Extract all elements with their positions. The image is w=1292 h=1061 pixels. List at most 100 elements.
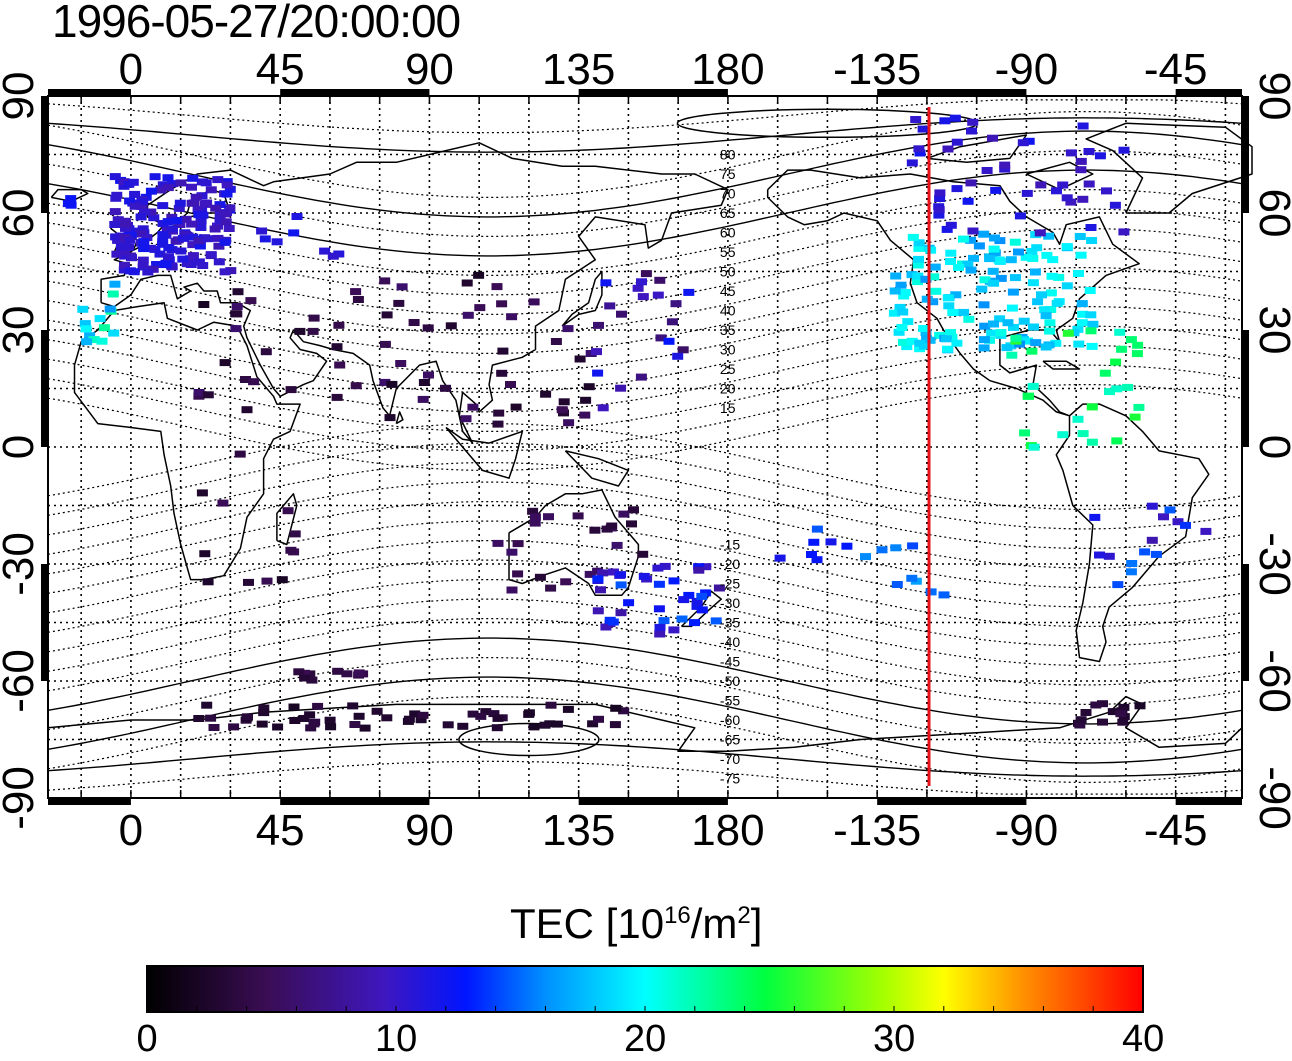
tec-cell [1045, 289, 1057, 297]
tec-cell [157, 238, 169, 245]
tec-cell [119, 261, 130, 269]
lon-label-top: 180 [691, 45, 764, 94]
tec-cell [825, 538, 837, 546]
tec-cell [1085, 224, 1097, 231]
tec-cell [1118, 146, 1130, 154]
tec-cell [193, 715, 205, 722]
tec-cell [157, 202, 169, 210]
lon-label-bottom: 0 [119, 806, 143, 855]
tec-cell [1044, 327, 1056, 335]
tec-cell [1180, 521, 1191, 529]
tec-cell [224, 204, 236, 212]
tec-cell [193, 389, 205, 396]
tec-cell [906, 574, 918, 582]
tec-cell [137, 225, 149, 233]
tec-cell [505, 381, 516, 388]
tec-cell [1125, 568, 1137, 576]
tec-cell [422, 324, 434, 332]
tec-cell [65, 195, 77, 203]
tec-cell [213, 258, 225, 266]
tec-cell [220, 218, 232, 226]
tec-cell [381, 714, 393, 722]
contour-line [47, 760, 1243, 795]
tec-cell [1057, 181, 1069, 189]
tec-cell [917, 125, 929, 133]
tec-cell [149, 173, 161, 181]
contour-label: 30 [720, 342, 736, 358]
tec-cell [677, 346, 689, 354]
tec-cell [988, 279, 1000, 287]
tec-cell [967, 118, 979, 126]
tec-cell [693, 566, 705, 574]
tec-cell [654, 276, 666, 284]
tec-cell [995, 329, 1007, 337]
tec-cell [256, 227, 268, 235]
tec-cell [1077, 430, 1089, 438]
tec-cell [907, 233, 919, 241]
lon-label-top: 0 [119, 45, 143, 94]
tec-cell [940, 335, 952, 343]
tec-cell [1026, 347, 1038, 355]
tec-cell [860, 553, 871, 561]
tec-cell [1074, 721, 1086, 729]
tec-cell [1039, 306, 1051, 314]
frame-bar [1175, 89, 1242, 96]
lat-label-right: 0 [1250, 435, 1292, 459]
tec-cell [124, 267, 136, 275]
tec-cell [347, 702, 359, 710]
tec-cell [1014, 212, 1026, 220]
tec-cell [540, 390, 552, 398]
tec-cell [920, 329, 932, 336]
tec-cell [186, 199, 198, 207]
contour-label: -40 [720, 634, 740, 650]
tec-cell [1146, 502, 1158, 510]
tec-cell [1110, 358, 1122, 366]
tec-cell [289, 717, 301, 724]
tec-cell [1030, 339, 1042, 347]
tec-cell [534, 573, 546, 581]
tec-cell [584, 570, 596, 578]
tec-cell [457, 722, 469, 730]
tec-cell [145, 187, 157, 195]
tec-cell [1028, 443, 1040, 451]
tec-cell [396, 283, 408, 291]
tec-cell [523, 709, 535, 717]
tec-cell [925, 246, 937, 254]
lat-label-right: -90 [1250, 766, 1292, 830]
tec-cell [488, 710, 500, 718]
contour-line [47, 637, 1243, 725]
frame-bar [1242, 564, 1249, 681]
tec-cell [209, 225, 221, 233]
tec-cell [638, 572, 650, 580]
tec-cell [1006, 304, 1018, 312]
tec-cell [462, 311, 474, 319]
colorbar-tick-label: 30 [873, 1018, 916, 1060]
tec-cell [965, 179, 977, 187]
tec-cell [139, 208, 150, 216]
tec-cell [1087, 320, 1099, 328]
tec-cell [999, 161, 1011, 169]
tec-cell [993, 256, 1005, 264]
tec-cell [579, 411, 591, 419]
tec-cell [1077, 310, 1089, 318]
frame-bar [41, 96, 48, 213]
tec-cell [205, 186, 217, 194]
tec-cell [918, 342, 930, 350]
tec-cell [272, 723, 284, 731]
tec-cell [938, 591, 950, 599]
frame-bar [1175, 798, 1242, 805]
tec-cell [636, 278, 647, 286]
contour-label: -70 [720, 751, 740, 767]
tec-cell [1131, 350, 1143, 358]
tec-cell [774, 554, 786, 562]
tec-cell [331, 343, 343, 351]
tec-cell [187, 233, 199, 241]
tec-cell [597, 569, 609, 577]
tec-cell [562, 705, 574, 713]
tec-cell [668, 626, 680, 634]
tec-cell [1146, 536, 1158, 544]
tec-cell [415, 716, 427, 724]
tec-cell [978, 336, 990, 344]
tec-cell [163, 244, 175, 251]
tec-cell [589, 526, 601, 534]
